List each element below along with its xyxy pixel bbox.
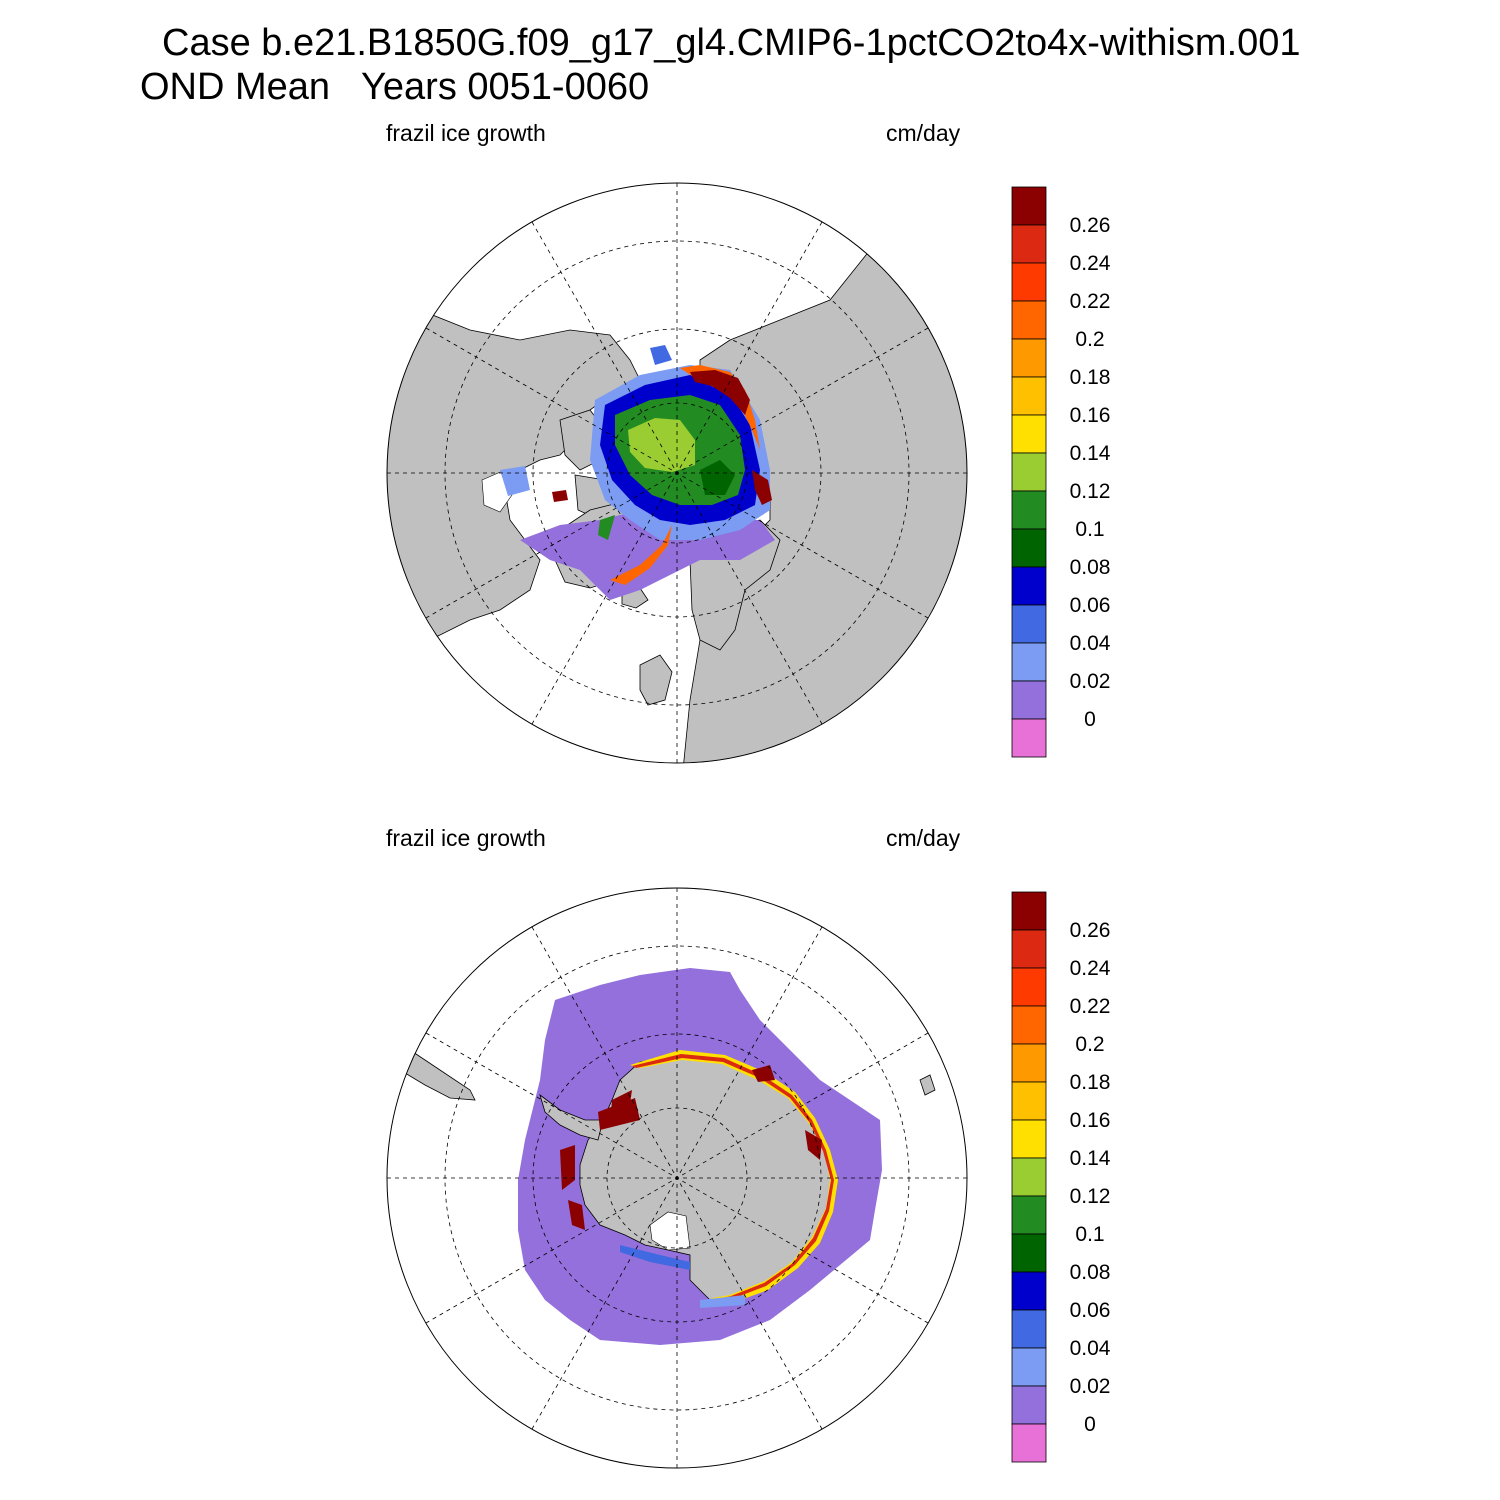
south-colorbar-tick-label: 0.22 xyxy=(1070,995,1111,1018)
antarctic-map xyxy=(386,887,968,1469)
south-colorbar-tick-label: 0.02 xyxy=(1070,1375,1111,1398)
north-colorbar-tick-label: 0.02 xyxy=(1070,670,1111,693)
south-colorbar-tick-label: 0 xyxy=(1084,1413,1096,1436)
north-colorbar-tick-label: 0.16 xyxy=(1070,404,1111,427)
south-colorbar-swatch-6 xyxy=(1011,1119,1047,1159)
north-colorbar-swatch-1 xyxy=(1011,224,1047,264)
south-colorbar-swatch-3 xyxy=(1011,1005,1047,1045)
south-colorbar-tick-label: 0.1 xyxy=(1075,1223,1104,1246)
north-colorbar-swatch-0 xyxy=(1011,186,1047,226)
south-colorbar: 0.26 0.24 0.22 0.2 0.18 0.16 0.14 0.12 0.1 0.08 0.… xyxy=(1011,891,1111,1463)
south-colorbar-swatch-13 xyxy=(1011,1385,1047,1425)
north-colorbar-tick-label: 0.04 xyxy=(1070,632,1111,655)
south-colorbar-tick-label: 0.16 xyxy=(1070,1109,1111,1132)
south-colorbar-tick-label: 0.2 xyxy=(1075,1033,1104,1056)
south-colorbar-swatch-4 xyxy=(1011,1043,1047,1083)
south-colorbar-tick-label: 0.08 xyxy=(1070,1261,1111,1284)
south-colorbar-tick-label: 0.14 xyxy=(1070,1147,1111,1170)
north-colorbar-tick-label: 0.2 xyxy=(1075,328,1104,351)
north-colorbar: 0.26 0.24 0.22 0.2 0.18 0.16 0.14 0.12 0.1 0.08 0.… xyxy=(1011,186,1111,758)
south-colorbar-tick-label: 0.04 xyxy=(1070,1337,1111,1360)
north-colorbar-swatch-14 xyxy=(1011,718,1047,758)
north-colorbar-tick-label: 0.18 xyxy=(1070,366,1111,389)
south-colorbar-tick-label: 0.18 xyxy=(1070,1071,1111,1094)
south-colorbar-swatch-1 xyxy=(1011,929,1047,969)
north-colorbar-swatch-11 xyxy=(1011,604,1047,644)
north-colorbar-swatch-12 xyxy=(1011,642,1047,682)
british-isles-land xyxy=(639,654,673,706)
south-colorbar-swatch-10 xyxy=(1011,1271,1047,1311)
south-colorbar-swatch-8 xyxy=(1011,1195,1047,1235)
figure-title-period: OND Mean Years 0051-0060 xyxy=(140,66,650,108)
north-colorbar-tick-label: 0.06 xyxy=(1070,594,1111,617)
north-colorbar-tick-label: 0.08 xyxy=(1070,556,1111,579)
north-colorbar-swatch-9 xyxy=(1011,528,1047,568)
south-colorbar-swatch-5 xyxy=(1011,1081,1047,1121)
south-colorbar-swatch-2 xyxy=(1011,967,1047,1007)
south-panel-variable-label: frazil ice growth xyxy=(386,825,546,851)
north-colorbar-swatch-7 xyxy=(1011,452,1047,492)
arctic-field-yellowgreen xyxy=(628,418,695,472)
north-colorbar-swatch-13 xyxy=(1011,680,1047,720)
north-colorbar-tick-label: 0 xyxy=(1084,708,1096,731)
south-colorbar-tick-label: 0.24 xyxy=(1070,957,1111,980)
north-colorbar-swatch-3 xyxy=(1011,300,1047,340)
figure-title-case: Case b.e21.B1850G.f09_g17_gl4.CMIP6-1pct… xyxy=(162,22,1301,64)
south-colorbar-swatch-7 xyxy=(1011,1157,1047,1197)
north-panel-units-label: cm/day xyxy=(886,120,961,146)
south-colorbar-swatch-14 xyxy=(1011,1423,1047,1463)
south-panel-units-label: cm/day xyxy=(886,825,961,851)
antarctic-graticule xyxy=(387,888,967,1468)
arctic-graticule xyxy=(387,183,967,763)
north-colorbar-swatch-8 xyxy=(1011,490,1047,530)
north-colorbar-tick-label: 0.24 xyxy=(1070,252,1111,275)
north-colorbar-tick-label: 0.26 xyxy=(1070,214,1111,237)
south-colorbar-swatch-0 xyxy=(1011,891,1047,931)
south-colorbar-tick-label: 0.06 xyxy=(1070,1299,1111,1322)
north-colorbar-tick-label: 0.14 xyxy=(1070,442,1111,465)
south-colorbar-swatch-11 xyxy=(1011,1309,1047,1349)
north-colorbar-swatch-10 xyxy=(1011,566,1047,606)
north-colorbar-tick-label: 0.12 xyxy=(1070,480,1111,503)
south-colorbar-swatch-9 xyxy=(1011,1233,1047,1273)
north-colorbar-swatch-2 xyxy=(1011,262,1047,302)
arctic-map xyxy=(386,182,968,764)
south-colorbar-tick-label: 0.26 xyxy=(1070,919,1111,942)
north-colorbar-swatch-5 xyxy=(1011,376,1047,416)
north-colorbar-tick-label: 0.22 xyxy=(1070,290,1111,313)
north-panel-variable-label: frazil ice growth xyxy=(386,120,546,146)
south-colorbar-swatch-12 xyxy=(1011,1347,1047,1387)
south-colorbar-tick-label: 0.12 xyxy=(1070,1185,1111,1208)
north-colorbar-swatch-6 xyxy=(1011,414,1047,454)
north-colorbar-swatch-4 xyxy=(1011,338,1047,378)
north-colorbar-tick-label: 0.1 xyxy=(1075,518,1104,541)
